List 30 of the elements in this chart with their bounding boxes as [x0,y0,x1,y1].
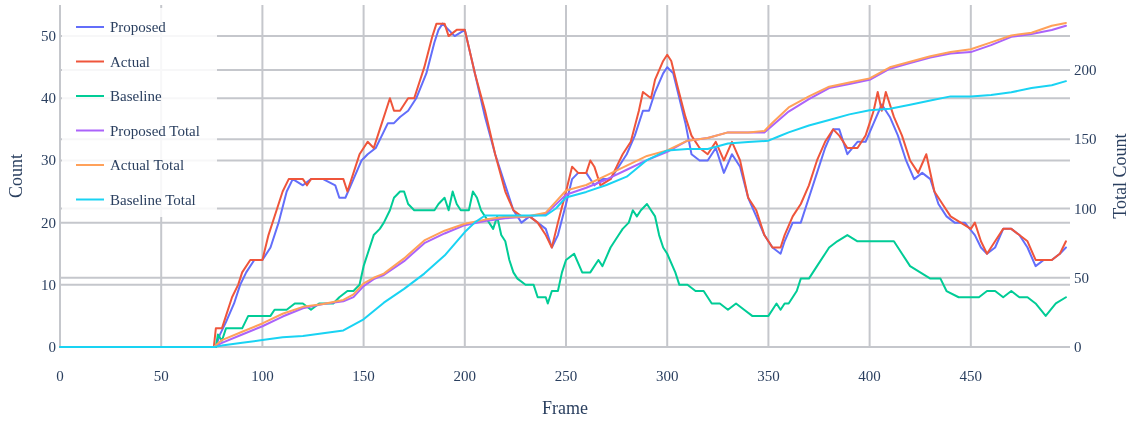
y-tick-label: 50 [41,28,56,45]
y-tick-label: 30 [41,152,56,169]
x-tick-label: 350 [757,368,780,384]
x-tick-label: 200 [453,368,477,384]
y2-tick-label: 200 [1074,62,1097,79]
x-tick-label: 100 [251,368,274,384]
legend-label: Baseline Total [110,191,196,208]
y-axis-title: Count [6,153,26,199]
y2-tick-label: 50 [1074,269,1089,286]
y2-axis-title: Total Count [1110,133,1130,219]
x-tick-label: 250 [554,368,578,384]
y2-tick-label: 0 [1074,339,1082,355]
y-tick-label: 0 [48,339,56,355]
x-tick-label: 50 [153,368,169,384]
line-series [59,80,1067,348]
legend-label: Proposed [110,19,167,35]
y-tick-label: 40 [41,90,56,107]
x-tick-label: 300 [655,368,679,384]
x-tick-label: 150 [352,368,375,384]
x-tick-label: 450 [959,368,983,384]
legend-label: Proposed Total [110,122,200,139]
legend-label: Actual Total [110,157,185,173]
x-tick-label: 400 [858,368,881,384]
y-tick-label: 10 [41,276,56,293]
legend-label: Actual [110,53,150,70]
x-axis-title: Frame [542,398,588,418]
y-tick-label: 20 [41,214,56,231]
y2-tick-label: 100 [1074,200,1097,217]
legend-label: Baseline [110,88,162,104]
y2-tick-label: 150 [1074,131,1097,148]
